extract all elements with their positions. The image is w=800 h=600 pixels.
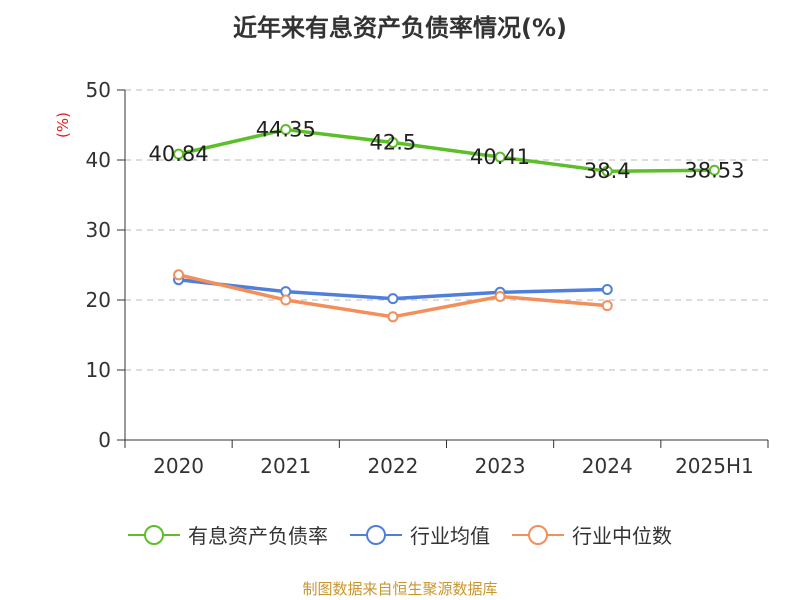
x-tick-label: 2020 (153, 454, 204, 478)
legend-item[interactable]: 行业均值 (350, 520, 490, 549)
grid-lines (125, 89, 768, 371)
data-point (494, 291, 506, 302)
series (173, 124, 720, 323)
y-axis-label: (%) (54, 112, 72, 138)
data-label: 38.4 (584, 159, 631, 183)
data-point (173, 148, 185, 160)
legend-marker-icon (128, 524, 180, 545)
source-note: 制图数据来自恒生聚源数据库 (302, 580, 498, 598)
legend-marker-icon (512, 524, 564, 545)
data-label: 40.84 (149, 142, 209, 166)
data-labels: 40.84 44.35 42.5 40.41 38.4 38.53 (149, 118, 745, 184)
y-tick-label: 20 (86, 288, 111, 312)
data-point (280, 124, 292, 136)
x-tick-label: 2022 (367, 454, 418, 478)
data-label: 40.41 (470, 145, 530, 169)
y-tick-label: 0 (98, 428, 111, 452)
data-point (494, 151, 506, 163)
series-line (176, 127, 717, 173)
y-tick-label: 40 (86, 148, 111, 172)
y-tick-label: 10 (86, 358, 111, 382)
data-point (601, 284, 613, 295)
legend-label: 行业中位数 (572, 524, 672, 548)
data-point (387, 293, 399, 305)
legend-item[interactable]: 行业中位数 (512, 520, 672, 549)
legend-item[interactable]: 有息资产负债率 (128, 520, 328, 549)
data-point (387, 137, 399, 148)
legend-label: 行业均值 (410, 524, 490, 548)
legend-marker-icon (350, 524, 402, 545)
y-tick-label: 30 (86, 218, 111, 242)
data-point (601, 300, 613, 312)
axes: 0 10 20 30 40 50 2020 2021 2022 2023 2024 2025H1 (%) (54, 78, 769, 478)
legend: 有息资产负债率 行业均值 行业中位数 (0, 520, 800, 549)
x-tick-label: 2024 (582, 454, 633, 478)
x-tick-label: 2023 (475, 454, 526, 478)
y-tick-label: 50 (86, 78, 111, 102)
data-point (173, 269, 185, 281)
data-point (601, 165, 613, 177)
data-label: 38.53 (684, 158, 744, 182)
data-point (708, 164, 720, 176)
legend-label: 有息资产负债率 (188, 524, 328, 548)
data-point (387, 311, 399, 323)
chart-title: 近年来有息资产负债率情况(%) (233, 14, 567, 42)
data-label: 44.35 (256, 118, 316, 142)
x-tick-label: 2021 (260, 454, 311, 478)
x-tick-label: 2025H1 (675, 454, 754, 478)
data-point (280, 294, 292, 306)
data-label: 42.5 (370, 131, 417, 155)
